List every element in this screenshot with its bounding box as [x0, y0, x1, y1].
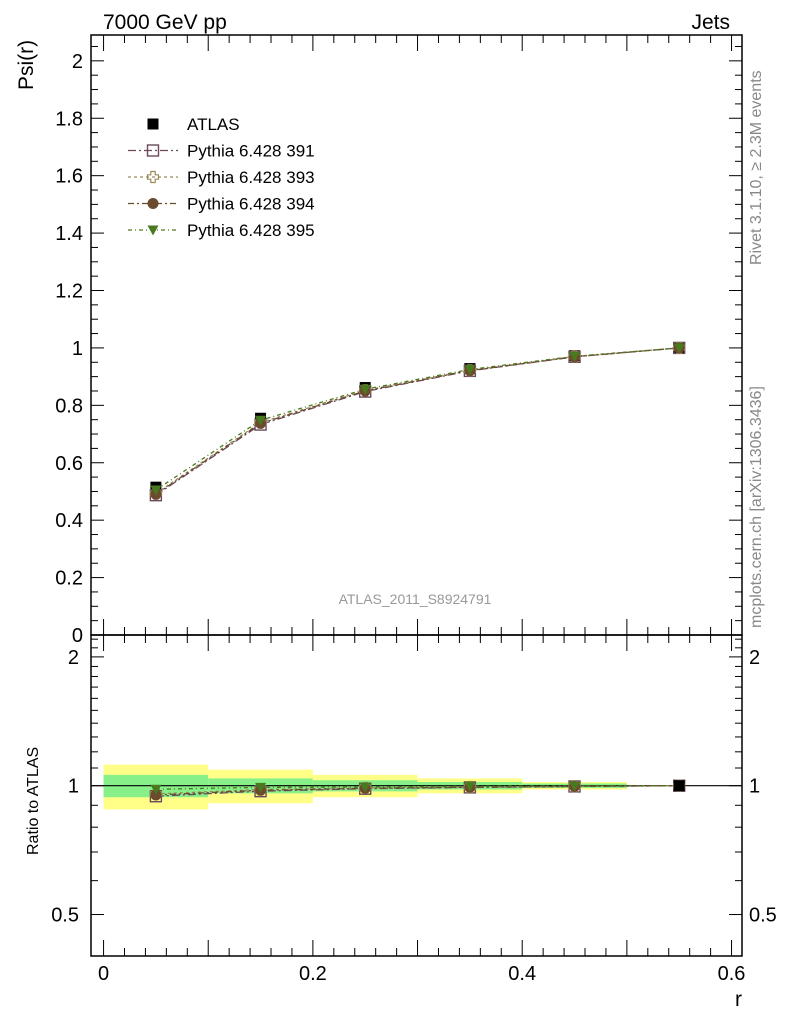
main-y-tick-label: 1.8 — [55, 108, 83, 130]
ratio-data-point — [150, 784, 162, 795]
main-y-tick-label: 0.2 — [55, 568, 83, 590]
ratio-y-tick-label: 1 — [68, 776, 79, 798]
main-y-tick-label: 1.4 — [55, 223, 83, 245]
data-point — [569, 351, 581, 362]
x-tick-label: 0.6 — [718, 963, 746, 985]
x-tick-label: 0.4 — [508, 963, 536, 985]
main-y-axis-label: Psi(r) — [15, 40, 38, 90]
data-point — [150, 485, 162, 496]
data-point — [359, 384, 371, 395]
header-left: 7000 GeV pp — [103, 11, 227, 34]
mcplots-label: mcplots.cern.ch [arXiv:1306.3436] — [748, 386, 765, 628]
ratio-y-axis-label: Ratio to ATLAS — [25, 747, 42, 855]
ratio-y-tick-label: 2 — [68, 647, 79, 669]
ratio-y-tick-label-right: 0.5 — [749, 905, 777, 927]
legend-marker — [147, 118, 159, 130]
ratio-y-tick-label: 0.5 — [51, 905, 79, 927]
ratio-data-point — [255, 782, 267, 793]
ratio-series-line — [155, 785, 680, 790]
main-y-tick-label: 1 — [72, 338, 83, 360]
watermark: ATLAS_2011_S8924791 — [339, 591, 492, 607]
series-line — [155, 347, 680, 496]
ratio-data-point — [150, 789, 162, 801]
data-point — [673, 343, 685, 354]
ratio-panel: 0 0.2 0.4 0.6 0.5 0.5 1 1 2 2 — [51, 634, 777, 985]
x-axis-label: r — [735, 988, 742, 1011]
ratio-reference-point — [673, 780, 685, 792]
legend: ATLAS Pythia 6.428 391 Pythia 6.428 393 Pyt… — [128, 115, 315, 240]
main-y-tick-label: 1.2 — [55, 281, 83, 303]
ratio-y-tick-label-right: 1 — [749, 776, 760, 798]
main-y-tick-label: 0.6 — [55, 453, 83, 475]
ratio-data-point — [569, 781, 581, 792]
legend-label: ATLAS — [187, 115, 240, 134]
main-y-tick-label: 0.4 — [55, 510, 83, 532]
ratio-frame — [90, 634, 743, 957]
legend-label: Pythia 6.428 393 — [187, 168, 315, 187]
ratio-y-tick-label-right: 2 — [749, 647, 760, 669]
rivet-label: Rivet 3.1.10, ≥ 2.3M events — [748, 70, 765, 265]
ratio-data-point — [359, 782, 371, 793]
legend-marker — [147, 198, 159, 209]
legend-label: Pythia 6.428 394 — [187, 195, 315, 214]
main-y-tick-label: 0 — [72, 625, 83, 647]
legend-label: Pythia 6.428 391 — [187, 142, 315, 161]
legend-marker — [147, 225, 159, 236]
data-point — [464, 364, 476, 375]
series-line — [155, 347, 680, 491]
series-line — [155, 347, 680, 495]
main-y-tick-label: 2 — [72, 51, 83, 73]
x-tick-label: 0.2 — [299, 963, 327, 985]
data-point — [255, 415, 267, 426]
legend-label: Pythia 6.428 395 — [187, 221, 315, 240]
main-y-tick-label: 0.8 — [55, 395, 83, 417]
main-y-tick-label: 1.6 — [55, 166, 83, 188]
header-right: Jets — [691, 11, 730, 34]
legend-marker — [146, 144, 160, 157]
series-line — [155, 347, 680, 495]
ratio-data-point — [464, 781, 476, 792]
x-tick-label: 0 — [98, 963, 109, 985]
legend-marker — [146, 170, 160, 184]
